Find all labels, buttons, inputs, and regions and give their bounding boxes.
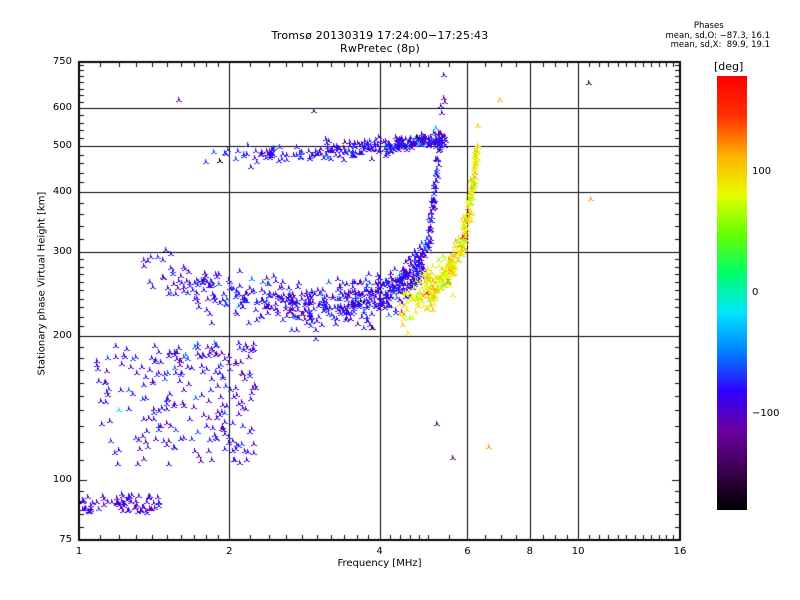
x-tick-1: 1 [75,546,83,557]
x-axis-label: Frequency [MHz] [337,558,422,569]
x-tick-2: 2 [226,546,233,557]
colorbar-unit-label: [deg] [714,60,744,73]
x-tick-10: 10 [571,546,585,557]
y-tick-500: 500 [52,140,72,152]
colorbar-tick-1: 0 [752,287,759,298]
x-tick-6: 6 [464,546,471,557]
x-tick-4: 4 [376,546,383,557]
y-tick-200: 200 [52,330,72,342]
y-tick-75: 75 [59,534,72,545]
y-tick-300: 300 [52,246,72,258]
x-tick-8: 8 [526,546,533,557]
y-tick-400: 400 [52,186,72,198]
x-tick-16: 16 [673,546,687,557]
y-tick-100: 100 [52,474,72,486]
colorbar [717,76,747,510]
y-tick-600: 600 [52,102,72,114]
y-tick-750: 750 [52,56,72,67]
colorbar-tick-0: 100 [752,166,772,178]
colorbar-tick-2: −100 [752,407,780,419]
